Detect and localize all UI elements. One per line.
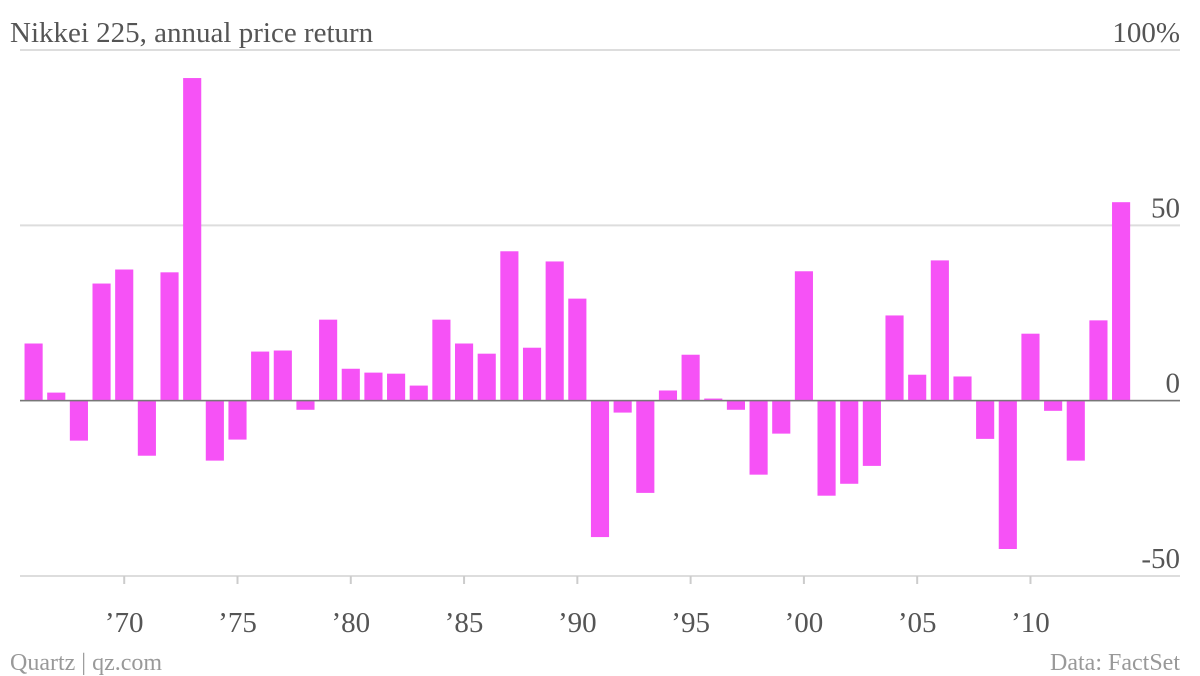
bar — [772, 400, 791, 434]
x-tick-label: ’70 — [105, 607, 144, 639]
bar — [92, 283, 111, 401]
y-tick-label: 0 — [1166, 368, 1181, 400]
x-tick-label: ’80 — [331, 607, 370, 639]
bar — [364, 372, 383, 401]
bar — [69, 400, 88, 441]
bar — [794, 271, 813, 401]
bar — [251, 351, 270, 401]
bar — [953, 376, 972, 401]
bar — [455, 343, 474, 401]
bar — [47, 392, 66, 401]
bar — [726, 400, 745, 410]
bar — [522, 347, 542, 401]
bar — [183, 78, 202, 401]
bar — [205, 400, 224, 461]
y-tick-label: 50 — [1151, 192, 1180, 224]
bar — [341, 368, 360, 401]
bar — [24, 343, 43, 401]
bar — [500, 251, 519, 401]
bar — [545, 261, 564, 401]
bar — [1066, 400, 1085, 461]
bar — [432, 319, 451, 401]
bar — [908, 374, 927, 401]
credit: Quartz | qz.com — [10, 650, 162, 676]
bar — [862, 400, 881, 466]
x-tick-label: ’05 — [898, 607, 937, 639]
chart-title: Nikkei 225, annual price return — [10, 17, 374, 49]
bar — [976, 400, 995, 439]
bar — [998, 400, 1017, 549]
bar — [228, 400, 247, 440]
bar — [477, 353, 496, 401]
bar — [1089, 320, 1108, 401]
bar — [681, 354, 700, 401]
bar — [613, 400, 632, 413]
bar — [840, 400, 859, 484]
bar — [273, 350, 292, 401]
bar — [387, 373, 406, 401]
bar — [1021, 333, 1040, 401]
x-tick-label: ’75 — [218, 607, 257, 639]
bar — [930, 260, 949, 401]
bar — [885, 315, 904, 401]
bar — [749, 400, 768, 475]
bar — [137, 400, 156, 456]
bar — [636, 400, 655, 493]
x-tick-label: ’85 — [445, 607, 484, 639]
y-tick-label: -50 — [1141, 543, 1180, 575]
bar — [319, 319, 338, 401]
bar — [1044, 400, 1063, 411]
bar — [1112, 202, 1131, 401]
bar — [704, 398, 723, 401]
bar — [658, 390, 678, 401]
x-tick-label: ’90 — [558, 607, 597, 639]
bar — [568, 298, 587, 401]
x-tick-label: ’00 — [785, 607, 824, 639]
bar — [160, 272, 179, 401]
x-tick-label: ’10 — [1011, 607, 1050, 639]
bar — [817, 400, 836, 496]
source: Data: FactSet — [1050, 650, 1180, 676]
bar — [409, 385, 428, 401]
bar — [590, 400, 610, 538]
y-tick-label: 100% — [1112, 17, 1180, 49]
x-tick-label: ’95 — [671, 607, 710, 639]
bar — [296, 400, 315, 410]
bar — [115, 269, 134, 401]
